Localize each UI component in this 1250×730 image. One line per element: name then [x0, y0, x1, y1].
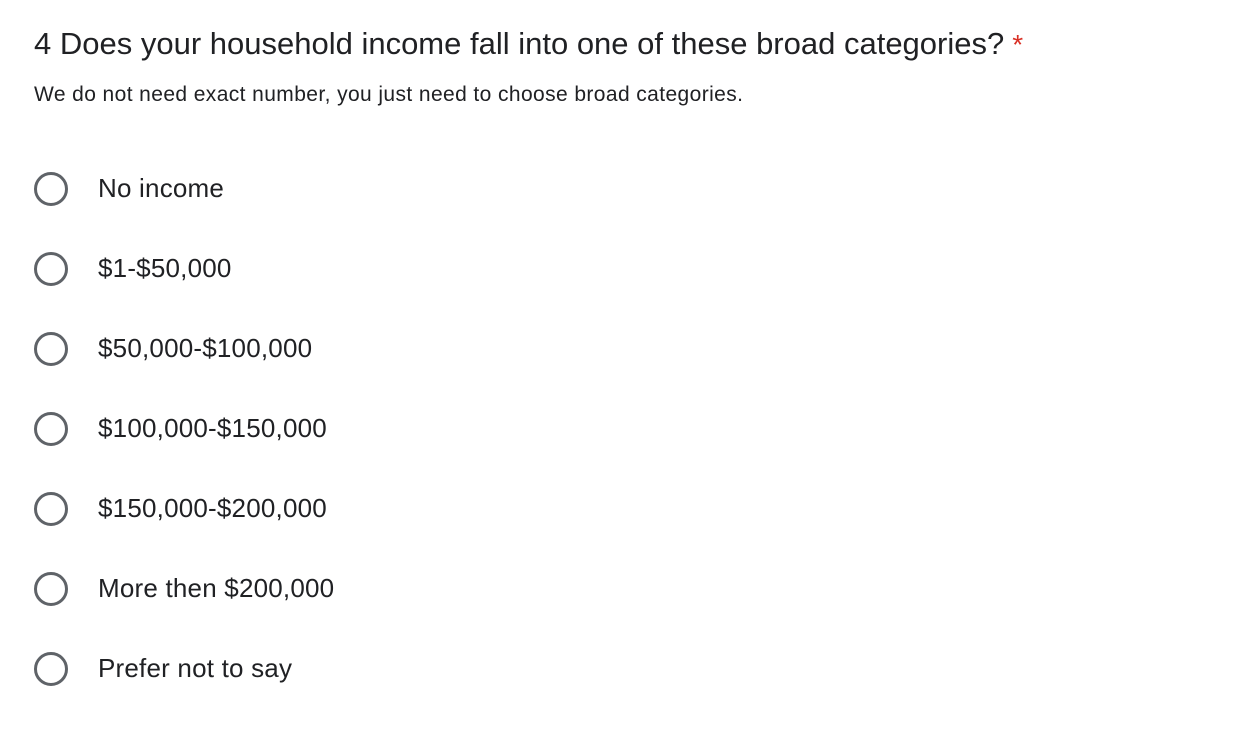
radio-option-label: $150,000-$200,000 [98, 493, 327, 523]
radio-group: No income $1-$50,000 $50,000-$100,000 $1… [34, 150, 734, 710]
radio-option[interactable]: $1-$50,000 [34, 230, 734, 310]
radio-button[interactable] [34, 171, 68, 206]
question-header: 4 Does your household income fall into o… [34, 22, 1214, 109]
required-asterisk: * [1012, 29, 1024, 60]
radio-option-label: Prefer not to say [98, 653, 293, 683]
radio-button[interactable] [34, 651, 68, 686]
radio-option[interactable]: $50,000-$100,000 [34, 310, 734, 390]
radio-option[interactable]: $150,000-$200,000 [34, 470, 734, 550]
radio-option[interactable]: More then $200,000 [34, 550, 734, 630]
radio-button[interactable] [34, 571, 68, 606]
question-title-row: 4 Does your household income fall into o… [34, 22, 1214, 67]
radio-button[interactable] [34, 491, 68, 526]
radio-option[interactable]: $100,000-$150,000 [34, 390, 734, 470]
radio-option-label: More then $200,000 [98, 573, 335, 603]
radio-option-label: No income [98, 173, 225, 203]
radio-option-label: $1-$50,000 [98, 253, 232, 283]
radio-button[interactable] [34, 411, 68, 446]
radio-option-label: $50,000-$100,000 [98, 333, 313, 363]
question-title: 4 Does your household income fall into o… [34, 26, 1005, 61]
question-help-text: We do not need exact number, you just ne… [34, 83, 744, 106]
radio-option-label: $100,000-$150,000 [98, 413, 327, 443]
radio-option[interactable]: Prefer not to say [34, 630, 734, 710]
radio-option[interactable]: No income [34, 150, 734, 230]
radio-button[interactable] [34, 251, 68, 286]
radio-button[interactable] [34, 331, 68, 366]
